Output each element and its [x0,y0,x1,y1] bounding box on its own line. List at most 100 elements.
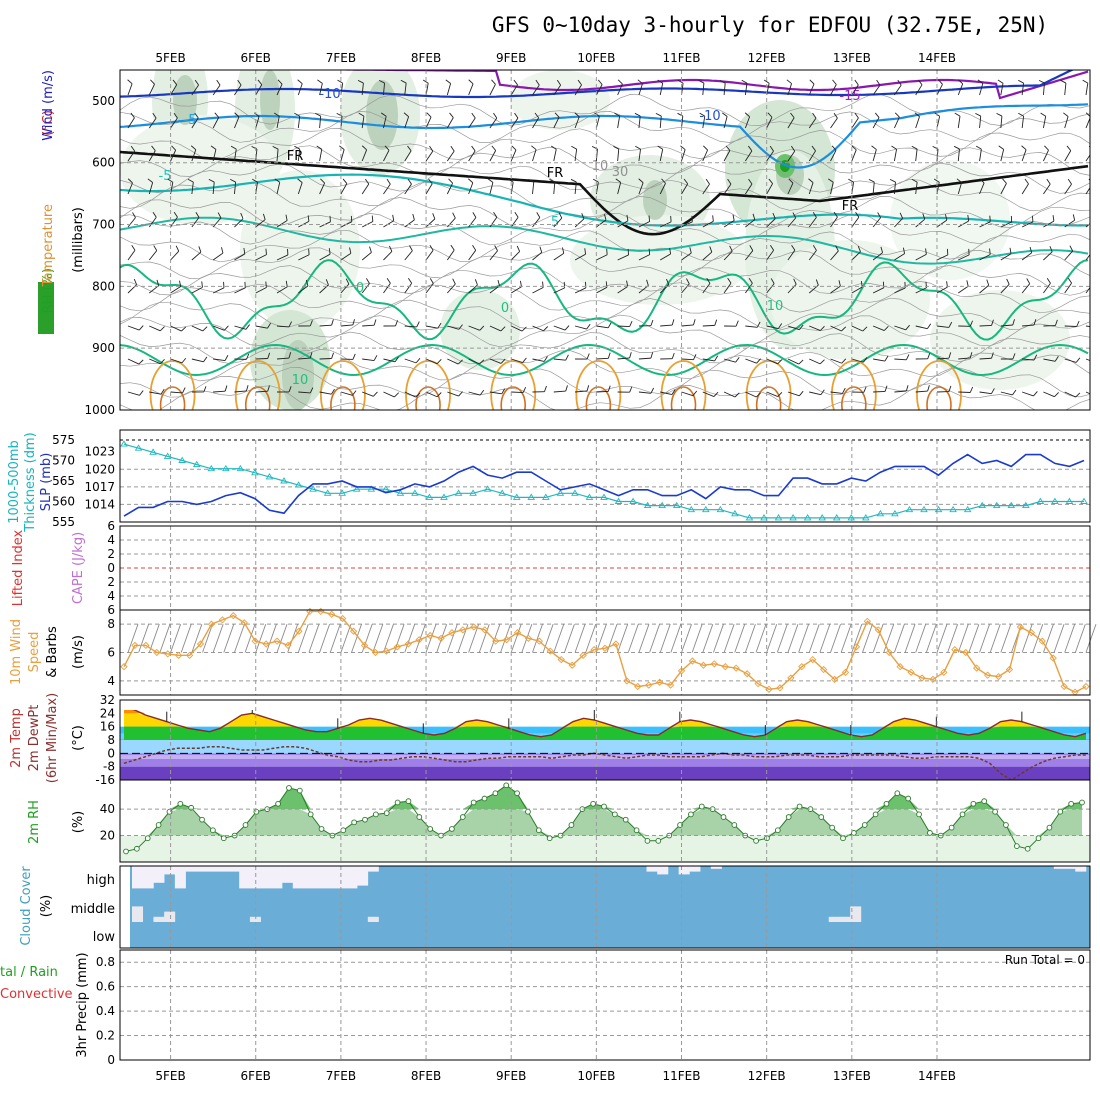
y-tick-rh-40: 40 [100,802,115,816]
wind-speed-point [120,663,128,671]
wind-barb [1064,320,1080,327]
wind-barb-flag [854,79,859,86]
wind-barb-flag [297,178,303,183]
wind-barb-staff [404,358,417,364]
wind-barb [787,358,804,365]
wind-barb-staff [787,217,797,228]
wind-barb-flag [539,246,543,253]
wind-barb-flag [1002,178,1007,184]
wind-barb-staff [191,182,194,195]
wind-barb-flag [364,178,370,185]
wind-barb-staff [191,358,204,363]
rh-point [449,826,455,832]
wind-barb-flag [986,279,990,286]
wind-barb-flag [948,352,952,359]
wind-barb [660,352,675,360]
wind-barb-staff [255,358,268,360]
wind-barb-staff [255,116,260,129]
wind-barb-staff [894,84,902,96]
thickness-point [658,501,666,509]
wind-barb-staff [851,325,863,332]
wind-barb-flag [791,244,796,251]
y-label-rh-units: (%) [71,811,86,834]
wind-barb [723,391,740,398]
wind-barb [319,319,334,327]
wind-barb-flag [208,178,215,183]
wind-barb [872,246,884,261]
wind-speed-point [962,648,970,657]
thickness-point [367,485,376,492]
wind-barb-staff [489,358,502,364]
rh-point [394,799,401,806]
wind10-barb [574,624,586,653]
wind-barb-staff [255,287,267,294]
wind-barb-flag [1018,79,1024,84]
wind10-barb [776,624,788,653]
wind-barb-flag [214,112,220,118]
thickness-point [134,444,143,451]
wind-barb-flag [1029,246,1033,253]
wind-barb-flag [1054,319,1058,326]
rh-point [601,803,607,810]
dewpoint-line [123,745,1086,780]
wind-barb-flag [827,178,834,183]
wind-speed-point [612,640,620,648]
wind-barb-flag [267,385,270,392]
thickness-point [949,505,957,513]
wind-barb [1021,246,1033,261]
wind-barb-staff [1000,253,1012,261]
thickness-point [1036,497,1045,504]
wind-barb-staff [298,254,310,261]
wind-barb [660,389,676,395]
wind-barb [936,79,943,96]
wind-barb-staff [170,286,181,294]
rh-point [948,824,955,831]
frame-rh [119,779,1091,863]
wind-barb-flag [267,352,271,359]
wind-barb-staff [936,254,949,261]
wind-barb [127,212,136,228]
y-tick-precip-0.8: 0.8 [96,955,115,969]
wind-barb-flag [661,178,666,184]
wind-barb [340,278,350,294]
y-tick-upper-700: 700 [92,218,115,232]
isotherm-p25-4 [500,386,526,410]
thickness-point [469,489,477,496]
wind-barb-flag [594,112,600,117]
cloud-high-bar [174,866,186,889]
wind-barb-flag [342,178,348,184]
wind-barb [915,353,931,360]
wind-barb-staff [574,182,577,195]
wind-barb-staff [276,286,288,294]
wind-barb-flag [1069,245,1074,252]
wind-barb [574,79,582,96]
wind-barb [851,325,868,332]
wind-barb [851,112,859,129]
wind-speed-point [437,634,445,642]
wind-barb-flag [634,112,641,117]
wind-barb [212,281,225,294]
y-label-upper-2: (°C) [41,110,56,136]
wind-barb-staff [468,217,477,228]
wind-barb-staff [851,217,860,228]
isotherm-label-8: 10 [767,299,784,314]
wind-barb-staff [1064,391,1076,398]
wind-barb [745,277,753,294]
wind-barb-flag [407,178,412,185]
wind-barb [191,325,208,332]
wind-barb [1000,319,1015,327]
wind-barb [489,112,498,129]
wind-barb-staff [212,217,222,228]
wind-barb-flag [468,79,474,85]
wind10-barb [127,624,139,653]
wind-barb [851,245,861,261]
wind-barb [510,145,517,162]
wind-barb-flag [230,178,236,183]
y-tick-temp-16: 16 [100,720,115,734]
wind-barb-flag [458,391,463,397]
wind-barb-flag [246,353,250,360]
thickness-point [585,493,594,500]
wind-barb-staff [532,182,535,195]
wind-barb-staff [808,83,815,96]
cloud-high-bar [1064,866,1076,869]
